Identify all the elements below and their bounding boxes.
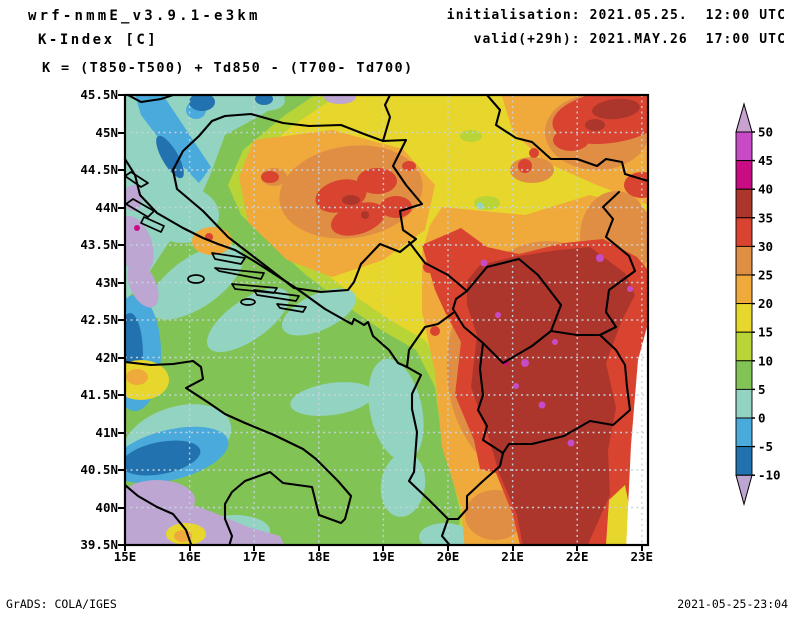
colorbar-segment bbox=[735, 160, 753, 190]
x-tickmark bbox=[640, 545, 643, 551]
y-tick-label: 43.5N bbox=[80, 237, 118, 252]
x-tick-label: 16E bbox=[178, 549, 201, 564]
x-tickmark bbox=[188, 545, 191, 551]
colorbar-label: 40 bbox=[758, 182, 773, 197]
colorbar-label: 5 bbox=[758, 382, 766, 397]
grads-credit: GrADS: COLA/IGES bbox=[6, 597, 117, 611]
colorbar-label: 10 bbox=[758, 353, 773, 368]
y-tickmark bbox=[118, 469, 125, 471]
colorbar-label: 50 bbox=[758, 125, 773, 140]
model-title: wrf-nmmE_v3.9.1-e3km bbox=[28, 8, 261, 24]
y-tickmark bbox=[118, 281, 125, 284]
colorbar-segment bbox=[735, 303, 753, 333]
x-tickmark bbox=[447, 545, 449, 551]
kindex-formula: K = (T850-T500) + Td850 - (T700- Td700) bbox=[42, 60, 414, 76]
field-green-specks bbox=[460, 130, 500, 210]
field-pink-speck bbox=[134, 225, 140, 231]
x-tick-label: 15E bbox=[113, 549, 137, 564]
kindex-map bbox=[123, 93, 650, 547]
colorbar-label: -5 bbox=[758, 439, 773, 454]
colorbar-label: 35 bbox=[758, 210, 773, 225]
colorbar-arrow-bottom bbox=[735, 474, 753, 507]
x-tick-label: 20E bbox=[436, 549, 460, 564]
y-tickmark bbox=[118, 206, 125, 209]
colorbar-label: 0 bbox=[758, 411, 766, 426]
colorbar-label: 25 bbox=[758, 268, 773, 283]
colorbar-label: 15 bbox=[758, 325, 773, 340]
y-tickmark bbox=[118, 544, 125, 546]
x-tickmark bbox=[124, 545, 126, 551]
colorbar-segment bbox=[735, 331, 753, 362]
x-tick-label: 19E bbox=[372, 549, 395, 564]
y-tickmark bbox=[118, 394, 125, 396]
colorbar-segment bbox=[735, 131, 753, 162]
valid-time: valid(+29h): 2021.MAY.26 17:00 UTC bbox=[473, 32, 786, 47]
x-tickmark bbox=[253, 545, 256, 551]
x-tick-label: 18E bbox=[307, 549, 331, 564]
y-tickmark bbox=[118, 506, 125, 509]
colorbar-segment bbox=[735, 274, 753, 305]
colorbar-segment bbox=[735, 446, 753, 476]
coastlines bbox=[125, 157, 452, 545]
x-tick-label: 23E bbox=[630, 549, 654, 564]
field-magenta-specks bbox=[480, 254, 633, 447]
x-tick-label: 17E bbox=[242, 549, 266, 564]
x-tickmark bbox=[317, 545, 320, 551]
y-tick-label: 40.5N bbox=[80, 462, 118, 477]
y-tickmark bbox=[118, 319, 125, 321]
initialisation-time: initialisation: 2021.05.25. 12:00 UTC bbox=[446, 8, 786, 23]
x-tick-label: 21E bbox=[501, 549, 524, 564]
product-title: K-Index [C] bbox=[38, 32, 159, 48]
colorbar-segment bbox=[735, 245, 753, 276]
x-tickmark bbox=[576, 545, 579, 551]
colorbar-label: 30 bbox=[758, 239, 773, 254]
gridlines bbox=[125, 95, 648, 545]
colorbar-segment bbox=[735, 417, 753, 448]
colorbar-segment bbox=[735, 360, 753, 390]
colorbar-label: 20 bbox=[758, 296, 773, 311]
y-tick-label: 42N bbox=[95, 349, 118, 365]
y-tickmark bbox=[118, 244, 125, 246]
x-tickmark bbox=[511, 545, 514, 551]
y-tick-label: 44N bbox=[95, 199, 118, 215]
y-tick-label: 41N bbox=[95, 424, 118, 440]
y-tick-label: 43N bbox=[95, 274, 118, 290]
colorbar-label: 45 bbox=[758, 153, 773, 168]
map-frame bbox=[123, 93, 650, 547]
x-tick-label: 22E bbox=[565, 549, 589, 564]
island-outlines bbox=[125, 171, 307, 313]
y-tickmark bbox=[118, 431, 125, 434]
y-tickmark bbox=[118, 356, 125, 359]
y-tickmark bbox=[118, 94, 125, 96]
colorbar-label: -10 bbox=[758, 468, 781, 483]
y-tick-label: 41.5N bbox=[80, 387, 118, 402]
y-tick-label: 39.5N bbox=[80, 537, 118, 552]
field-lavender-blobs bbox=[125, 95, 356, 545]
country-borders bbox=[126, 95, 648, 521]
colorbar-arrow-top bbox=[735, 102, 753, 133]
creation-timestamp: 2021-05-25-23:04 bbox=[677, 597, 788, 611]
y-tickmark bbox=[118, 131, 125, 134]
y-tick-label: 45.5N bbox=[80, 87, 118, 102]
y-tick-label: 40N bbox=[95, 499, 118, 515]
colorbar-segment bbox=[735, 388, 753, 419]
y-tick-label: 45N bbox=[95, 124, 118, 140]
y-tick-label: 42.5N bbox=[80, 312, 118, 327]
colorbar-segment bbox=[735, 188, 753, 219]
field-yellow-patches bbox=[125, 360, 206, 545]
y-tickmark bbox=[118, 169, 125, 171]
colorbar-segment bbox=[735, 217, 753, 247]
y-tick-label: 44.5N bbox=[80, 162, 118, 177]
no-data-wedge bbox=[626, 323, 648, 545]
x-tickmark bbox=[382, 545, 385, 551]
